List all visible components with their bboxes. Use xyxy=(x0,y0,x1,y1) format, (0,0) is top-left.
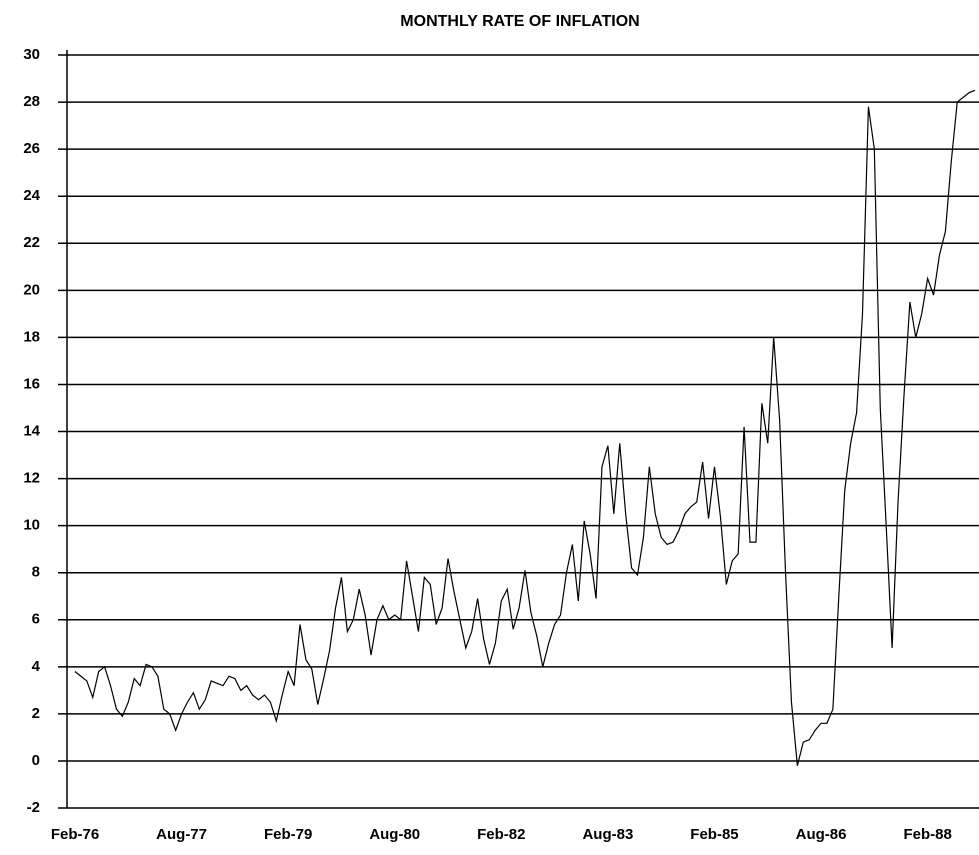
x-tick-label: Feb-82 xyxy=(477,826,525,843)
x-tick-label: Aug-80 xyxy=(369,826,420,843)
y-tick-label: 16 xyxy=(23,375,40,392)
x-tick-label: Feb-76 xyxy=(51,826,99,843)
x-tick-label: Feb-79 xyxy=(264,826,312,843)
y-tick-label: -2 xyxy=(27,799,40,816)
y-tick-label: 2 xyxy=(32,705,40,722)
x-tick-label: Feb-88 xyxy=(903,826,951,843)
y-tick-label: 12 xyxy=(23,470,40,487)
y-tick-label: 22 xyxy=(23,234,40,251)
line xyxy=(74,89,976,766)
y-tick-label: 4 xyxy=(32,658,41,675)
x-tick-label: Aug-77 xyxy=(156,826,207,843)
y-tick-label: 14 xyxy=(23,422,40,439)
y-tick-label: 10 xyxy=(23,517,40,534)
y-tick-label: 0 xyxy=(32,752,40,769)
y-tick-label: 20 xyxy=(23,281,40,298)
chart-title: MONTHLY RATE OF INFLATION xyxy=(400,13,639,30)
y-tick-label: 8 xyxy=(32,564,40,581)
x-tick-label: Aug-86 xyxy=(796,826,847,843)
y-tick-label: 26 xyxy=(23,140,40,157)
y-tick-label: 18 xyxy=(23,328,40,345)
x-tick-label: Aug-83 xyxy=(582,826,633,843)
y-tick-label: 28 xyxy=(23,93,40,110)
y-tick-label: 6 xyxy=(32,611,40,628)
y-tick-label: 30 xyxy=(23,46,40,63)
y-tick-label: 24 xyxy=(23,187,40,204)
x-tick-label: Feb-85 xyxy=(690,826,738,843)
